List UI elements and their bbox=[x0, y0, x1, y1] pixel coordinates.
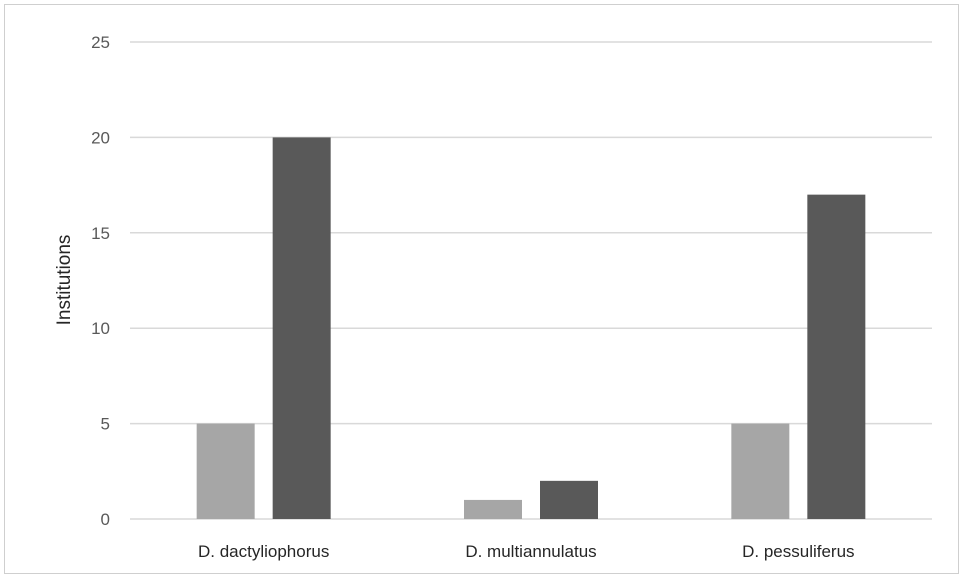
bar-series2-3 bbox=[807, 195, 865, 519]
y-tick-label: 5 bbox=[101, 415, 110, 434]
bar-series2-2 bbox=[540, 481, 598, 519]
x-category-label: D. multiannulatus bbox=[465, 542, 596, 561]
y-tick-label: 10 bbox=[91, 319, 110, 338]
bar-series1-2 bbox=[464, 500, 522, 519]
bar-series1-3 bbox=[731, 424, 789, 519]
x-category-label: D. dactyliophorus bbox=[198, 542, 329, 561]
y-axis-title: Institutions bbox=[54, 235, 75, 326]
y-tick-label: 15 bbox=[91, 224, 110, 243]
y-axis-ticks: 0 5 10 15 20 25 bbox=[91, 33, 110, 529]
y-tick-label: 25 bbox=[91, 33, 110, 52]
y-tick-label: 0 bbox=[101, 510, 110, 529]
bar-series1-1 bbox=[197, 424, 255, 519]
x-axis-categories: D. dactyliophorus D. multiannulatus D. pes… bbox=[198, 542, 855, 561]
x-category-label: D. pessuliferus bbox=[742, 542, 854, 561]
bar-series2-1 bbox=[273, 137, 331, 519]
y-tick-label: 20 bbox=[91, 128, 110, 147]
